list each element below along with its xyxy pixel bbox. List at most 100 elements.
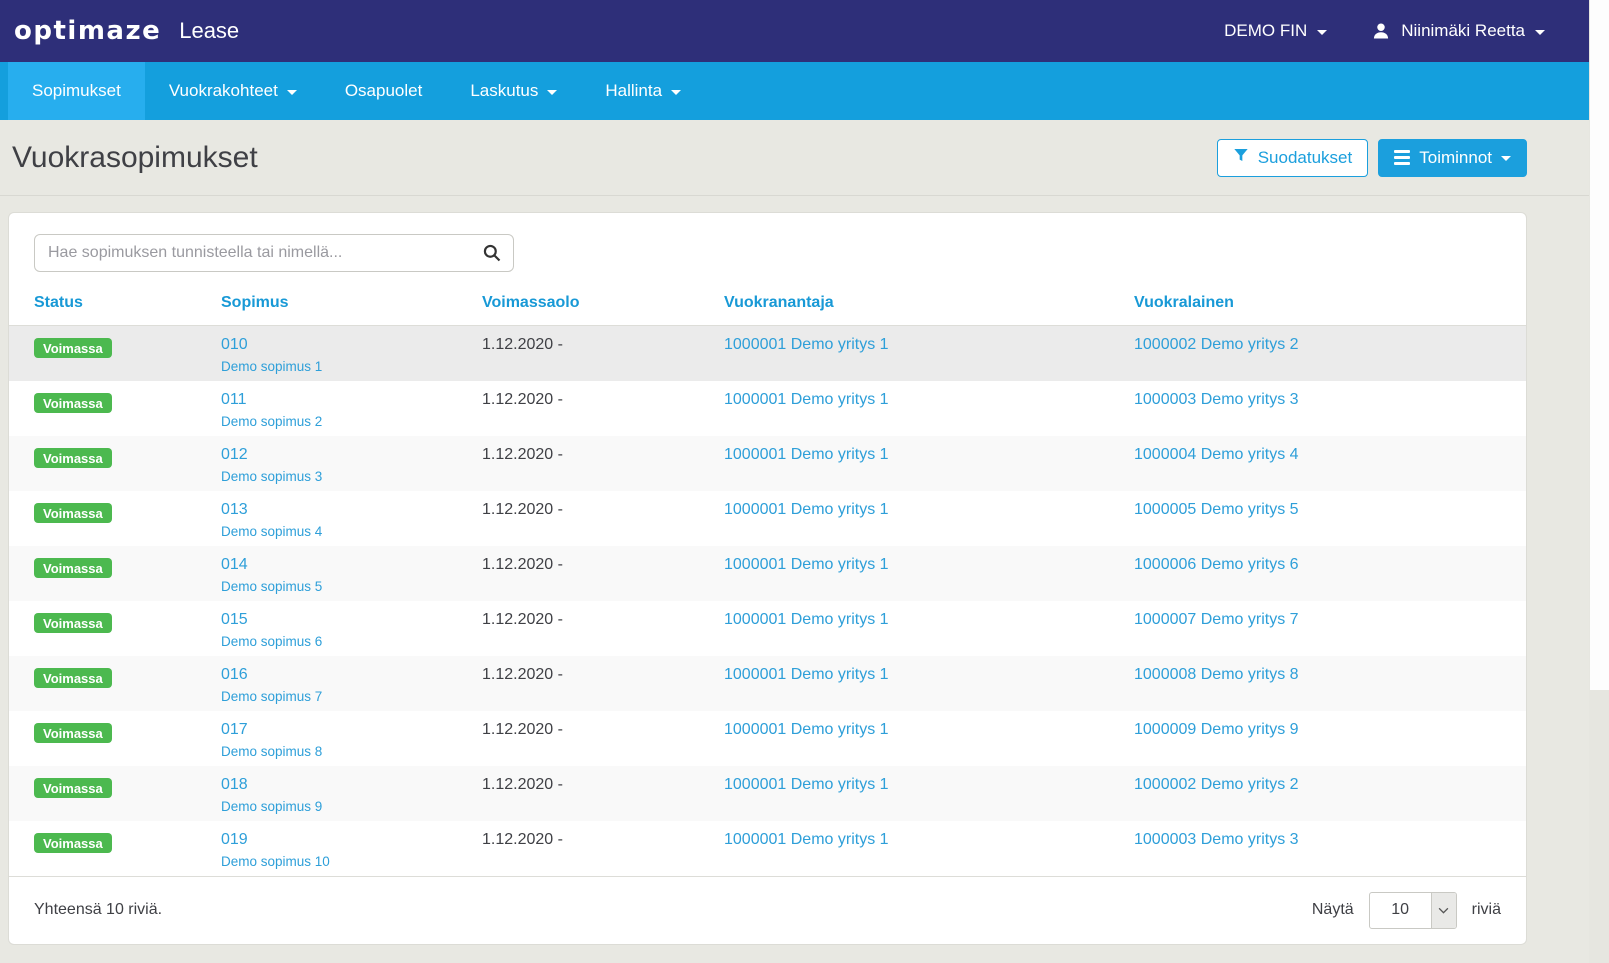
optimaze-logo[interactable]: optimaze bbox=[14, 16, 162, 46]
contract-id-link[interactable]: 015 bbox=[221, 610, 248, 628]
search-box bbox=[34, 234, 514, 272]
table-header-row: Status Sopimus Voimassaolo Vuokranantaja… bbox=[9, 282, 1526, 326]
scrollbar-track[interactable] bbox=[1589, 0, 1609, 963]
table-row: Voimassa 016 Demo sopimus 7 1.12.2020 - … bbox=[9, 655, 1526, 711]
column-header-vuokranantaja[interactable]: Vuokranantaja bbox=[724, 294, 834, 311]
tenant-cell: 1000009 Demo yritys 9 bbox=[1134, 711, 1526, 766]
search-input[interactable] bbox=[34, 234, 514, 272]
nav-item-sopimukset[interactable]: Sopimukset bbox=[8, 62, 145, 120]
rows-per-page-select[interactable]: 10 bbox=[1368, 891, 1457, 929]
landlord-link[interactable]: 1000001 Demo yritys 1 bbox=[724, 555, 889, 573]
landlord-link[interactable]: 1000001 Demo yritys 1 bbox=[724, 830, 889, 848]
contract-cell: 012 Demo sopimus 3 bbox=[221, 436, 482, 491]
table-row: Voimassa 017 Demo sopimus 8 1.12.2020 - … bbox=[9, 711, 1526, 766]
column-header-voimassaolo[interactable]: Voimassaolo bbox=[482, 294, 580, 311]
tenant-label: DEMO FIN bbox=[1224, 21, 1308, 40]
tenant-menu[interactable]: DEMO FIN bbox=[1224, 21, 1328, 41]
tenant-link[interactable]: 1000003 Demo yritys 3 bbox=[1134, 390, 1299, 408]
contract-name-link[interactable]: Demo sopimus 5 bbox=[221, 578, 323, 594]
nav-item-hallinta[interactable]: Hallinta bbox=[581, 62, 705, 120]
landlord-cell: 1000001 Demo yritys 1 bbox=[724, 601, 1134, 656]
contract-id-link[interactable]: 018 bbox=[221, 775, 248, 793]
tenant-cell: 1000002 Demo yritys 2 bbox=[1134, 766, 1526, 821]
contract-name-link[interactable]: Demo sopimus 4 bbox=[221, 523, 323, 539]
chevron-down-icon bbox=[547, 89, 558, 95]
status-cell: Voimassa bbox=[9, 601, 221, 656]
landlord-link[interactable]: 1000001 Demo yritys 1 bbox=[724, 775, 889, 793]
contract-id-link[interactable]: 016 bbox=[221, 665, 248, 683]
landlord-link[interactable]: 1000001 Demo yritys 1 bbox=[724, 610, 889, 628]
contracts-card: Status Sopimus Voimassaolo Vuokranantaja… bbox=[8, 212, 1527, 945]
contract-name-link[interactable]: Demo sopimus 7 bbox=[221, 688, 323, 704]
landlord-cell: 1000001 Demo yritys 1 bbox=[724, 821, 1134, 876]
contract-id-link[interactable]: 012 bbox=[221, 445, 248, 463]
contract-name-link[interactable]: Demo sopimus 10 bbox=[221, 853, 330, 869]
contract-name-link[interactable]: Demo sopimus 8 bbox=[221, 743, 323, 759]
column-header-sopimus[interactable]: Sopimus bbox=[221, 294, 289, 311]
landlord-cell: 1000001 Demo yritys 1 bbox=[724, 656, 1134, 711]
filters-button[interactable]: Suodatukset bbox=[1216, 138, 1369, 177]
status-cell: Voimassa bbox=[9, 381, 221, 436]
tenant-link[interactable]: 1000008 Demo yritys 8 bbox=[1134, 665, 1299, 683]
validity-cell: 1.12.2020 - bbox=[482, 665, 563, 683]
contract-id-link[interactable]: 014 bbox=[221, 555, 248, 573]
status-cell: Voimassa bbox=[9, 436, 221, 491]
tenant-link[interactable]: 1000005 Demo yritys 5 bbox=[1134, 500, 1299, 518]
nav-item-osapuolet[interactable]: Osapuolet bbox=[344, 81, 423, 100]
tenant-link[interactable]: 1000007 Demo yritys 7 bbox=[1134, 610, 1299, 628]
contract-id-link[interactable]: 011 bbox=[221, 390, 247, 408]
contract-name-link[interactable]: Demo sopimus 2 bbox=[221, 413, 323, 429]
chevron-down-icon bbox=[286, 89, 297, 95]
landlord-cell: 1000001 Demo yritys 1 bbox=[724, 381, 1134, 436]
tenant-link[interactable]: 1000002 Demo yritys 2 bbox=[1134, 336, 1299, 353]
chevron-down-icon bbox=[1501, 156, 1511, 161]
column-header-vuokralainen[interactable]: Vuokralainen bbox=[1134, 294, 1234, 311]
contract-cell: 018 Demo sopimus 9 bbox=[221, 766, 482, 821]
main-nav: Sopimukset Vuokrakohteet Osapuolet Lasku… bbox=[0, 62, 1589, 120]
landlord-cell: 1000001 Demo yritys 1 bbox=[724, 766, 1134, 821]
user-name: Niinimäki Reetta bbox=[1401, 21, 1525, 40]
landlord-link[interactable]: 1000001 Demo yritys 1 bbox=[724, 665, 889, 683]
contract-id-link[interactable]: 010 bbox=[221, 336, 248, 353]
contract-id-link[interactable]: 013 bbox=[221, 500, 248, 518]
column-header-status[interactable]: Status bbox=[34, 294, 83, 311]
status-badge: Voimassa bbox=[34, 502, 112, 523]
landlord-link[interactable]: 1000001 Demo yritys 1 bbox=[724, 445, 889, 463]
tenant-link[interactable]: 1000004 Demo yritys 4 bbox=[1134, 445, 1299, 463]
status-badge: Voimassa bbox=[34, 557, 112, 578]
actions-button[interactable]: Toiminnot bbox=[1378, 138, 1527, 177]
tenant-link[interactable]: 1000006 Demo yritys 6 bbox=[1134, 555, 1299, 573]
tenant-link[interactable]: 1000003 Demo yritys 3 bbox=[1134, 830, 1299, 848]
search-icon[interactable] bbox=[482, 243, 502, 268]
contract-cell: 015 Demo sopimus 6 bbox=[221, 601, 482, 656]
table-row: Voimassa 019 Demo sopimus 10 1.12.2020 -… bbox=[9, 821, 1526, 876]
validity-cell: 1.12.2020 - bbox=[482, 775, 563, 793]
contract-name-link[interactable]: Demo sopimus 3 bbox=[221, 468, 323, 484]
status-cell: Voimassa bbox=[9, 326, 221, 381]
scrollbar-thumb[interactable] bbox=[1590, 0, 1609, 690]
table-row: Voimassa 013 Demo sopimus 4 1.12.2020 - … bbox=[9, 491, 1526, 546]
contract-cell: 016 Demo sopimus 7 bbox=[221, 656, 482, 711]
contract-name-link[interactable]: Demo sopimus 9 bbox=[221, 798, 323, 814]
tenant-link[interactable]: 1000002 Demo yritys 2 bbox=[1134, 775, 1299, 793]
nav-item-vuokrakohteet[interactable]: Vuokrakohteet bbox=[145, 62, 321, 120]
validity-cell: 1.12.2020 - bbox=[482, 610, 563, 628]
show-label: Näytä bbox=[1311, 901, 1354, 918]
contract-name-link[interactable]: Demo sopimus 1 bbox=[221, 359, 323, 374]
user-menu[interactable]: Niinimäki Reetta bbox=[1371, 21, 1545, 41]
status-badge: Voimassa bbox=[34, 667, 112, 688]
landlord-link[interactable]: 1000001 Demo yritys 1 bbox=[724, 500, 889, 518]
contract-id-link[interactable]: 019 bbox=[221, 830, 248, 848]
contract-id-link[interactable]: 017 bbox=[221, 720, 248, 738]
status-badge: Voimassa bbox=[34, 722, 112, 743]
contract-name-link[interactable]: Demo sopimus 6 bbox=[221, 633, 323, 649]
landlord-link[interactable]: 1000001 Demo yritys 1 bbox=[724, 336, 889, 353]
rows-per-page-value: 10 bbox=[1391, 901, 1410, 918]
tenant-link[interactable]: 1000009 Demo yritys 9 bbox=[1134, 720, 1299, 738]
table-row: Voimassa 018 Demo sopimus 9 1.12.2020 - … bbox=[9, 765, 1526, 821]
validity-cell: 1.12.2020 - bbox=[482, 445, 563, 463]
nav-item-laskutus[interactable]: Laskutus bbox=[446, 62, 581, 120]
landlord-link[interactable]: 1000001 Demo yritys 1 bbox=[724, 720, 889, 738]
contract-cell: 017 Demo sopimus 8 bbox=[221, 711, 482, 766]
landlord-link[interactable]: 1000001 Demo yritys 1 bbox=[724, 390, 889, 408]
